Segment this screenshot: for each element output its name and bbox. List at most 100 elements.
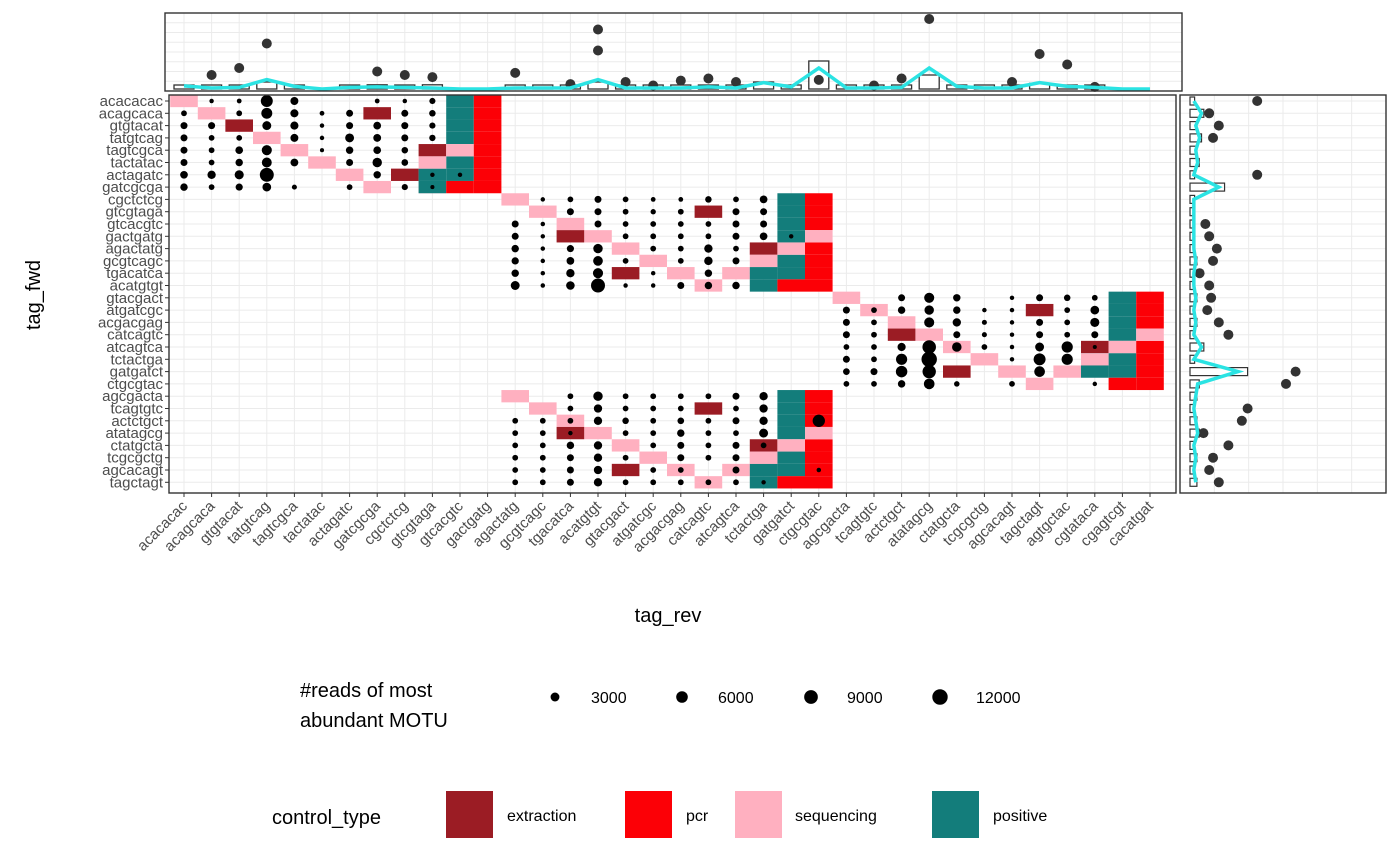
right-outlier <box>1242 403 1253 414</box>
point <box>622 233 629 240</box>
point <box>1092 344 1097 350</box>
right-outlier <box>1198 428 1209 439</box>
point <box>540 246 546 251</box>
point <box>871 381 877 387</box>
point <box>1009 357 1015 362</box>
point <box>705 430 712 436</box>
right-outlier <box>1208 255 1219 266</box>
right-outlier <box>1204 280 1215 291</box>
right-outlier <box>1194 268 1205 279</box>
y-axis-title: tag_fwd <box>23 260 45 330</box>
y-tick-label: acagcaca <box>99 105 164 122</box>
point <box>180 134 188 142</box>
tile <box>473 94 502 108</box>
top-outlier <box>620 77 631 87</box>
point <box>290 109 299 118</box>
point <box>567 405 574 412</box>
tile <box>777 254 805 268</box>
x-axis-title: tag_rev <box>635 605 702 627</box>
tile <box>805 426 833 440</box>
right-marginal-panel <box>1179 94 1387 494</box>
size-legend-label: 12000 <box>976 690 1021 707</box>
point <box>259 167 274 182</box>
tile <box>584 230 612 243</box>
fill-legend-label: positive <box>993 808 1047 825</box>
tile <box>777 451 805 464</box>
point <box>1063 294 1071 302</box>
point <box>924 292 935 303</box>
point <box>236 135 243 141</box>
point <box>401 184 408 191</box>
top-outlier <box>703 73 714 84</box>
size-legend-key <box>676 691 688 703</box>
tile <box>197 107 226 120</box>
point <box>759 404 768 413</box>
tile <box>1136 365 1164 378</box>
tile <box>280 144 309 157</box>
top-box <box>587 81 609 90</box>
point <box>180 183 188 191</box>
point <box>539 467 546 473</box>
tile <box>805 205 833 218</box>
tile <box>611 267 640 280</box>
point <box>622 479 629 486</box>
point <box>982 307 987 313</box>
point <box>262 182 272 192</box>
point <box>952 342 962 352</box>
tile <box>777 267 805 280</box>
point <box>1064 307 1071 313</box>
tile <box>1136 377 1164 391</box>
point <box>870 368 878 376</box>
point <box>981 319 987 325</box>
point <box>622 258 629 264</box>
tile <box>805 193 833 206</box>
point <box>345 133 355 143</box>
point <box>180 170 188 179</box>
main-plot-panel <box>168 94 1177 494</box>
point <box>260 95 273 107</box>
point <box>733 405 739 412</box>
point <box>677 429 685 437</box>
point <box>234 170 244 180</box>
point <box>319 135 325 141</box>
point <box>897 306 906 314</box>
tile <box>1108 328 1137 341</box>
point <box>733 196 739 203</box>
point <box>760 442 767 449</box>
point <box>511 244 519 253</box>
point <box>429 97 436 105</box>
point <box>1091 331 1099 339</box>
tile <box>887 316 916 329</box>
point <box>539 430 546 436</box>
point <box>372 157 382 168</box>
tile <box>1108 365 1137 378</box>
point <box>540 197 546 202</box>
point <box>705 393 712 400</box>
y-axis-ticks: acacacacacagcacagtgtacattatgtcagtagtcgca… <box>98 93 169 491</box>
y-tick-label: atatagcg <box>105 425 163 442</box>
point <box>512 430 519 436</box>
tile <box>1108 377 1137 391</box>
point <box>704 256 713 266</box>
tile <box>1136 303 1164 317</box>
point <box>923 378 935 390</box>
right-outlier <box>1213 477 1224 488</box>
point <box>759 428 769 438</box>
right-outlier <box>1208 132 1219 143</box>
y-tick-label: acacacac <box>100 93 164 110</box>
point <box>540 221 546 227</box>
point <box>593 416 603 425</box>
top-outlier <box>1062 59 1073 70</box>
right-outlier <box>1252 169 1263 180</box>
point <box>566 208 574 216</box>
tile <box>805 402 833 415</box>
point <box>401 146 409 154</box>
point <box>1036 318 1044 326</box>
y-tick-label: tagctagt <box>110 474 164 491</box>
y-tick-label: gatcgcga <box>102 179 164 196</box>
tile <box>529 402 557 415</box>
point <box>1009 307 1015 313</box>
tile <box>1136 316 1164 329</box>
point <box>510 281 520 290</box>
fill-legend: control_type extraction pcr sequencing posi… <box>272 791 1047 838</box>
